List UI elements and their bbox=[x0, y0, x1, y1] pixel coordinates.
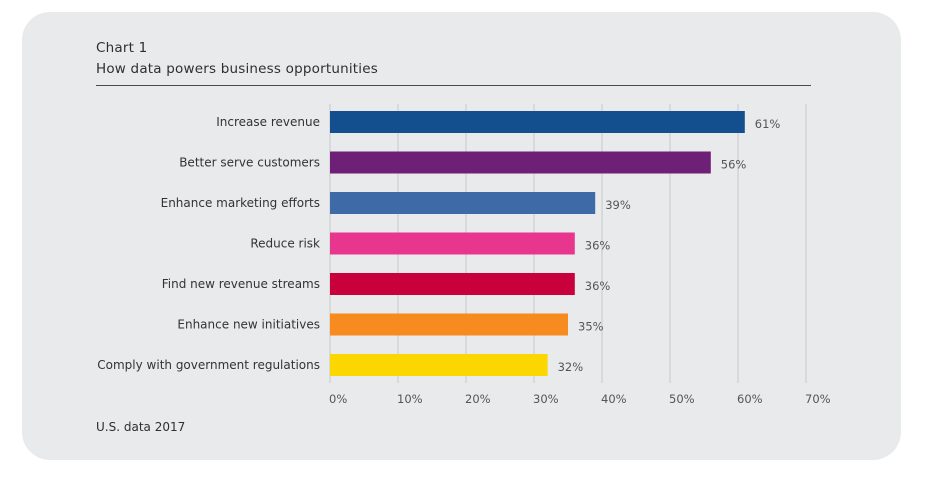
category-label: Enhance new initiatives bbox=[177, 318, 320, 332]
bar bbox=[330, 273, 575, 295]
bar bbox=[330, 313, 568, 336]
value-label: 35% bbox=[578, 320, 604, 334]
x-tick-label: 40% bbox=[601, 392, 627, 406]
x-axis-tick-labels: 0% 10% 20% 30% 40% 50% 60% 70% bbox=[329, 392, 831, 406]
x-tick-label: 60% bbox=[737, 392, 763, 406]
value-label: 36% bbox=[585, 239, 611, 253]
category-label: Comply with government regulations bbox=[97, 358, 320, 372]
title-divider bbox=[96, 85, 811, 86]
bar bbox=[330, 192, 596, 214]
category-label: Increase revenue bbox=[216, 115, 320, 129]
category-labels: Increase revenue Better serve customers En… bbox=[97, 115, 320, 372]
category-label: Reduce risk bbox=[250, 237, 320, 251]
x-tick-label: 70% bbox=[805, 392, 831, 406]
x-tick-label: 50% bbox=[669, 392, 695, 406]
value-label: 36% bbox=[585, 279, 611, 293]
x-tick-label: 10% bbox=[397, 392, 423, 406]
bar bbox=[330, 354, 548, 376]
bar bbox=[330, 151, 711, 174]
bar bbox=[330, 232, 575, 255]
value-label: 32% bbox=[558, 360, 584, 374]
category-label: Better serve customers bbox=[179, 156, 320, 170]
value-label: 61% bbox=[755, 117, 781, 131]
bar bbox=[330, 111, 745, 133]
bars bbox=[330, 111, 745, 376]
x-tick-label: 0% bbox=[329, 392, 347, 406]
x-tick-label: 30% bbox=[533, 392, 559, 406]
value-label: 56% bbox=[721, 158, 747, 172]
x-tick-label: 20% bbox=[465, 392, 491, 406]
category-label: Enhance marketing efforts bbox=[161, 196, 320, 210]
footnote: U.S. data 2017 bbox=[96, 420, 186, 434]
value-labels: 61% 56% 39% 36% 36% 35% 32% bbox=[558, 117, 781, 374]
chart-number: Chart 1 bbox=[96, 40, 148, 56]
category-label: Find new revenue streams bbox=[162, 277, 320, 291]
value-label: 39% bbox=[605, 198, 631, 212]
chart-title: How data powers business opportunities bbox=[96, 61, 378, 77]
